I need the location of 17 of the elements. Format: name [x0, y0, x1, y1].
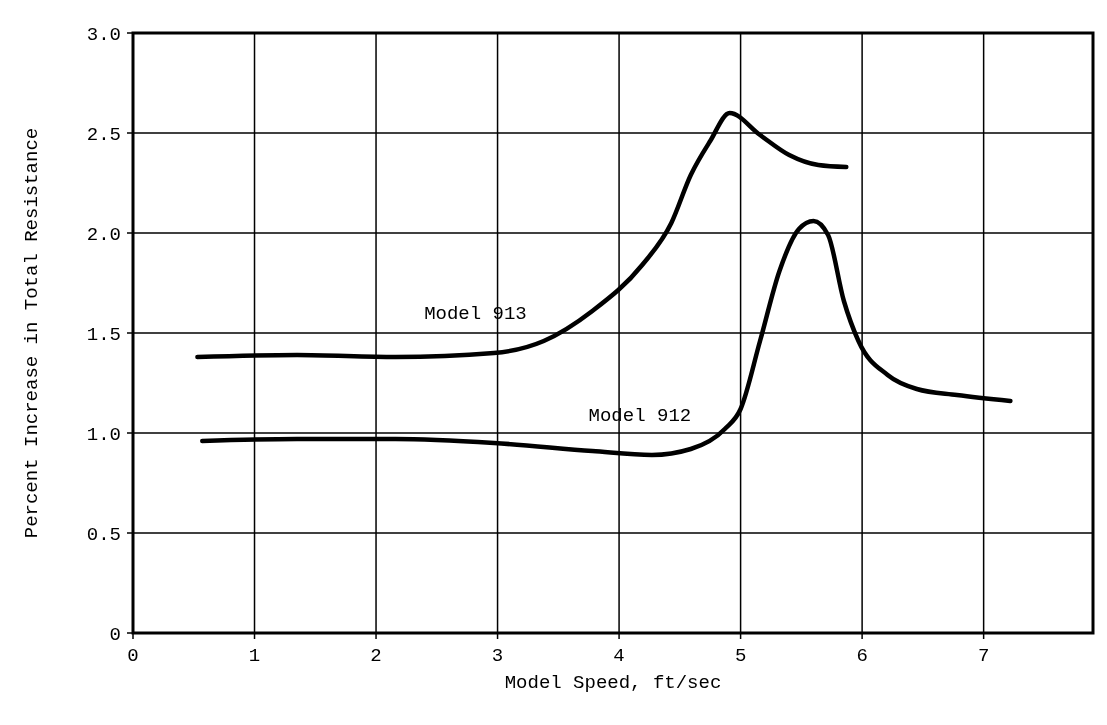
y-tick-label: 1.5 [86, 323, 121, 346]
y-tick-label: 0 [109, 623, 121, 646]
x-axis-title: Model Speed, ft/sec [504, 672, 722, 694]
x-tick-label: 5 [734, 645, 747, 667]
x-tick-label: 1 [248, 645, 261, 667]
y-tick-label: 1.0 [86, 423, 121, 446]
y-tick-label: 3.0 [86, 23, 121, 46]
x-tick-label: 2 [370, 645, 382, 667]
y-axis-title: Percent Increase in Total Resistance [20, 127, 43, 539]
x-tick-label: 7 [977, 645, 990, 667]
y-tick-label: 2.5 [86, 123, 121, 146]
y-tick-label: 2.0 [86, 223, 121, 246]
x-tick-label: 4 [613, 645, 625, 667]
x-tick-label: 3 [491, 645, 504, 667]
y-tick-label: 0.5 [86, 523, 121, 546]
x-tick-label: 0 [127, 645, 139, 667]
x-tick-label: 6 [856, 645, 868, 667]
